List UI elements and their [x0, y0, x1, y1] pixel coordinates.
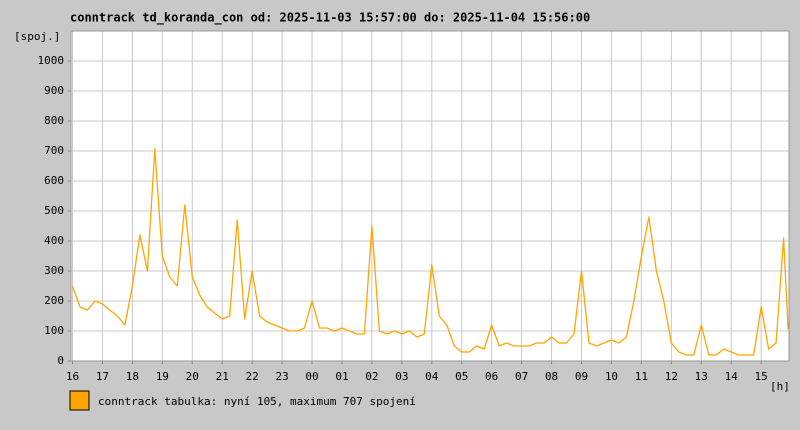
y-tick-label: 900 [44, 84, 64, 97]
x-axis-label: [h] [770, 380, 790, 393]
x-tick-label: 15 [755, 370, 768, 383]
x-tick-label: 08 [545, 370, 558, 383]
marks [71, 148, 789, 356]
chart-title: conntrack td_koranda_con od: 2025-11-03 … [70, 11, 590, 26]
x-tick-label: 07 [515, 370, 528, 383]
x-tick-label: 03 [395, 370, 408, 383]
x-tick-label: 22 [246, 370, 259, 383]
y-tick-label: 100 [44, 324, 64, 337]
x-tick-label: 12 [665, 370, 678, 383]
y-axis-label: [spoj.] [14, 30, 60, 43]
x-tick-label: 18 [126, 370, 139, 383]
y-tick-label: 600 [44, 174, 64, 187]
x-tick-label: 19 [156, 370, 169, 383]
x-tick-label: 23 [275, 370, 288, 383]
y-tick-label: 0 [57, 354, 64, 367]
data-line [71, 148, 789, 356]
x-tick-label: 14 [725, 370, 739, 383]
x-tick-label: 21 [216, 370, 229, 383]
x-tick-label: 20 [186, 370, 199, 383]
y-tick-label: 200 [44, 294, 64, 307]
y-tick-label: 800 [44, 114, 64, 127]
x-tick-label: 05 [455, 370, 468, 383]
legend-label: conntrack tabulka: nyní 105, maximum 707… [98, 395, 416, 408]
x-tick-label: 06 [485, 370, 498, 383]
x-tick-label: 13 [695, 370, 708, 383]
x-tick-label: 02 [365, 370, 378, 383]
legend-swatch [69, 390, 90, 411]
x-tick-label: 04 [425, 370, 439, 383]
y-tick-label: 300 [44, 264, 64, 277]
x-tick-label: 10 [605, 370, 618, 383]
y-tick-label: 400 [44, 234, 64, 247]
x-tick-label: 00 [305, 370, 318, 383]
plot-border [70, 30, 790, 362]
grid [68, 31, 789, 364]
y-tick-label: 700 [44, 144, 64, 157]
x-tick-label: 01 [335, 370, 348, 383]
y-tick-label: 1000 [38, 54, 65, 67]
x-tick-label: 11 [635, 370, 648, 383]
y-tick-label: 500 [44, 204, 64, 217]
plot-area [71, 31, 789, 361]
x-tick-label: 16 [66, 370, 79, 383]
x-tick-label: 17 [96, 370, 109, 383]
x-tick-label: 09 [575, 370, 588, 383]
